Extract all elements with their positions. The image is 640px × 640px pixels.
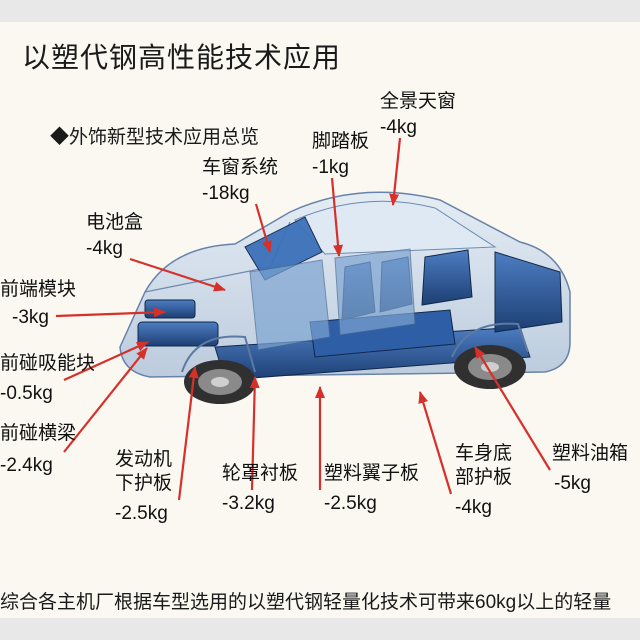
- weight-underbody_guard: -4kg: [455, 496, 492, 520]
- label-plastic_tank: 塑料油箱: [552, 442, 628, 466]
- label-panoramic_roof: 全景天窗: [380, 90, 456, 114]
- weight-engine_guard: -2.5kg: [115, 502, 168, 526]
- label-front_module: 前端模块: [0, 278, 76, 302]
- label-plastic_fender: 塑料翼子板: [324, 462, 419, 486]
- arrow-panoramic_roof: [393, 138, 400, 205]
- label-underbody_guard: 车身底部护板: [455, 442, 512, 490]
- label-battery_box: 电池盒: [86, 211, 143, 235]
- diagram-frame: 以塑代钢高性能技术应用 ◆外饰新型技术应用总览: [0, 22, 640, 618]
- label-engine_guard: 发动机下护板: [115, 448, 172, 496]
- weight-pedal: -1kg: [312, 156, 349, 180]
- arrow-pedal: [332, 178, 339, 256]
- arrow-front_module: [56, 312, 165, 316]
- weight-wheel_liner: -3.2kg: [222, 492, 275, 516]
- weight-plastic_fender: -2.5kg: [324, 492, 377, 516]
- footer-text: 综合各主机厂根据车型选用的以塑代钢轻量化技术可带来60kg以上的轻量: [0, 587, 640, 614]
- label-pedal: 脚踏板: [312, 130, 369, 154]
- weight-front_module: -3kg: [12, 306, 49, 330]
- arrow-engine_guard: [179, 367, 195, 500]
- weight-crash_absorber: -0.5kg: [0, 382, 53, 406]
- arrow-window_system: [256, 204, 270, 252]
- weight-crash_beam: -2.4kg: [0, 454, 53, 478]
- weight-window_system: -18kg: [202, 182, 250, 206]
- weight-panoramic_roof: -4kg: [380, 116, 417, 140]
- weight-plastic_tank: -5kg: [554, 472, 591, 496]
- label-crash_beam: 前碰横梁: [0, 422, 76, 446]
- label-wheel_liner: 轮罩衬板: [222, 462, 298, 486]
- arrow-battery_box: [130, 259, 225, 290]
- arrow-underbody_guard: [420, 392, 451, 494]
- label-crash_absorber: 前碰吸能块: [0, 352, 95, 376]
- label-window_system: 车窗系统: [202, 156, 278, 180]
- arrows-layer: [0, 22, 640, 618]
- weight-battery_box: -4kg: [86, 237, 123, 261]
